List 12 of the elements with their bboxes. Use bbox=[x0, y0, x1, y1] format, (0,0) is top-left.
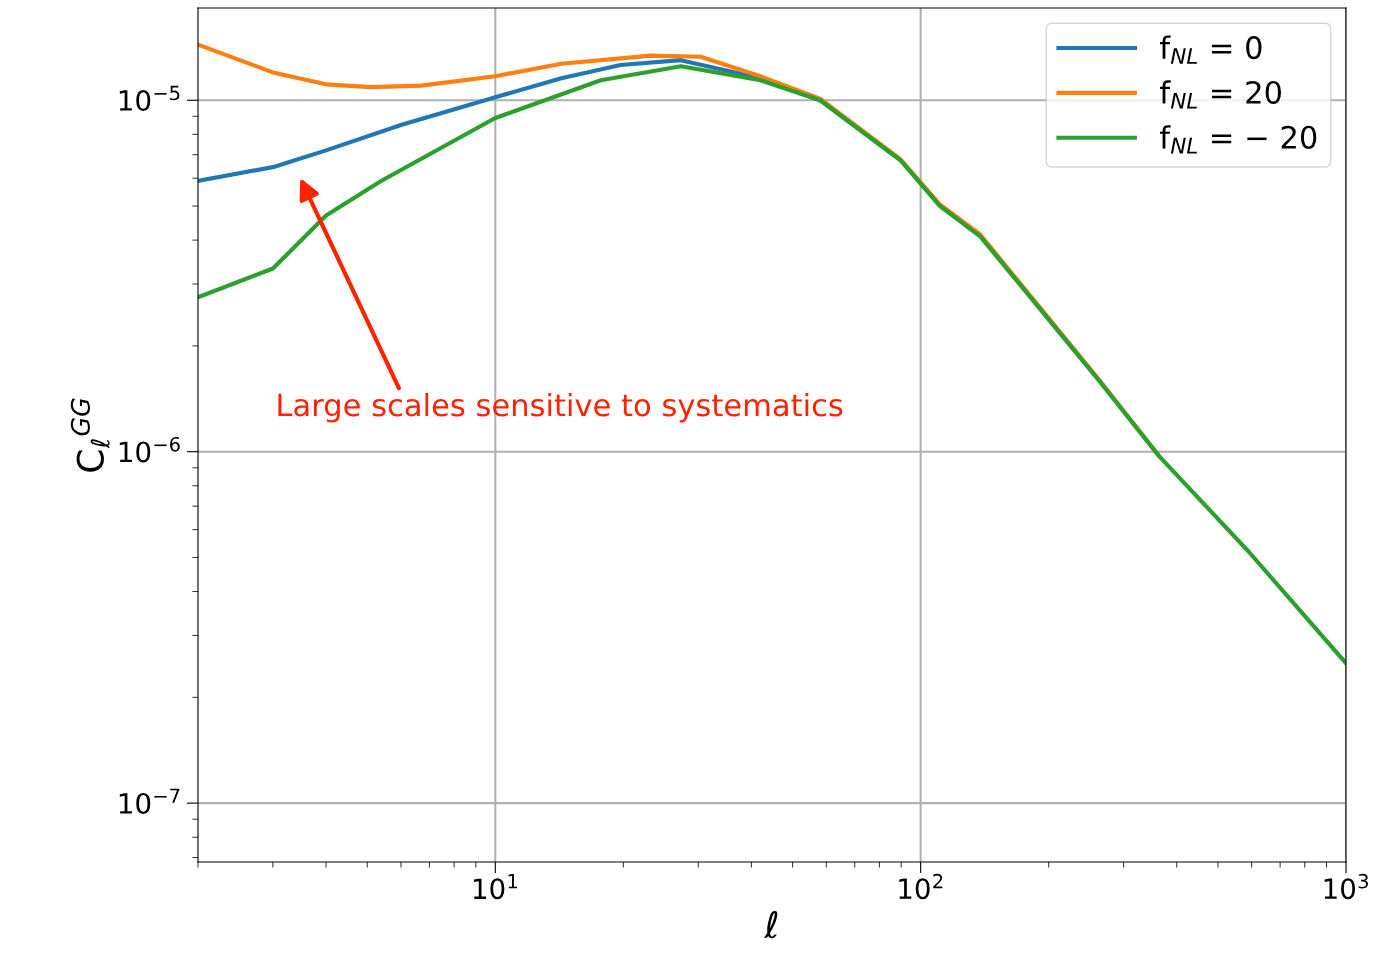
x-axis-title: ℓ bbox=[764, 911, 778, 939]
y-tick-label: 10$^{−5}$ bbox=[119, 85, 180, 111]
x-tick-label: 10$^{1}$ bbox=[473, 874, 518, 900]
y-axis-title: C$_{ℓ}$$^{GG}$ bbox=[70, 398, 110, 472]
annotation: Large scales sensitive to systematics bbox=[278, 392, 843, 423]
x-tick-label: 10$^{3}$ bbox=[1324, 873, 1368, 900]
y-tick-label: 10$^{−6}$ bbox=[119, 436, 180, 463]
legend-label: f$_{NL}$ = − 20 bbox=[1160, 125, 1317, 154]
y-tick-label: 10$^{−7}$ bbox=[119, 788, 180, 814]
legend-label: f$_{NL}$ = 0 bbox=[1160, 35, 1262, 64]
x-tick-label: 10$^{2}$ bbox=[899, 873, 943, 900]
legend-label: f$_{NL}$ = 20 bbox=[1160, 80, 1281, 109]
